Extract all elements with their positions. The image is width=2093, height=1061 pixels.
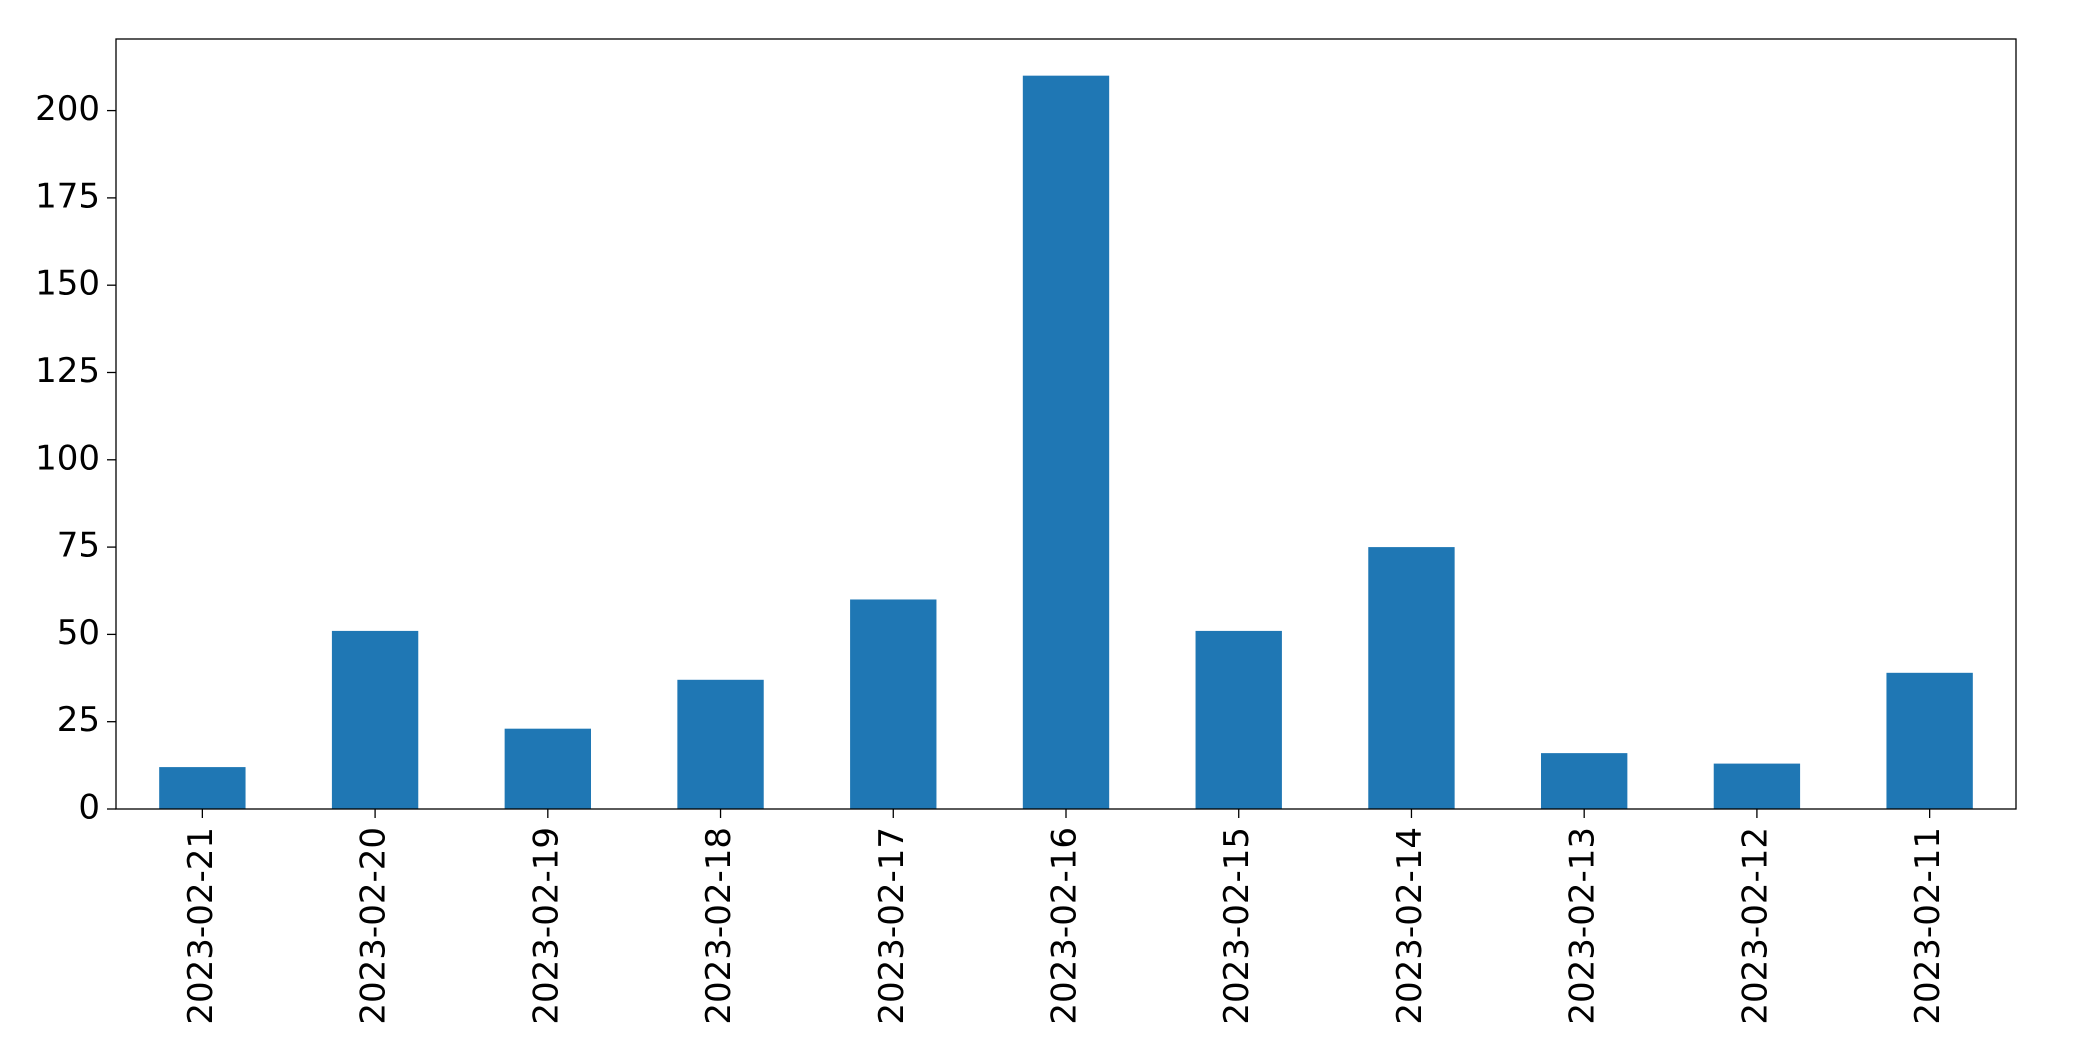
bar [1368,547,1455,809]
bar [1541,753,1628,809]
x-tick-label: 2023-02-19 [526,827,566,1025]
plot-frame [115,38,2017,810]
x-tick-label: 2023-02-16 [1045,827,1085,1025]
y-tick-label: 150 [35,264,100,304]
x-tick-label: 2023-02-12 [1735,827,1775,1025]
bar [1195,630,1282,809]
bar [1022,75,1110,809]
x-tick-label: 2023-02-18 [699,827,739,1025]
bar [677,679,764,809]
x-tick-label: 2023-02-15 [1217,827,1257,1025]
y-tick-label: 200 [35,89,100,129]
bar [159,767,246,809]
x-tick-label: 2023-02-11 [1908,827,1948,1025]
bar [850,599,937,809]
bar [504,728,591,809]
y-tick-label: 50 [57,613,100,653]
y-tick-label: 75 [57,526,100,566]
x-tick-label: 2023-02-17 [872,827,912,1025]
x-tick-label: 2023-02-21 [181,827,221,1025]
y-tick-label: 175 [35,176,100,216]
bar [1713,763,1801,809]
y-tick-label: 25 [57,700,100,740]
y-tick-label: 125 [35,351,100,391]
x-tick-label: 2023-02-14 [1390,827,1430,1025]
x-tick-label: 2023-02-13 [1563,827,1603,1025]
x-tick-label: 2023-02-20 [354,827,394,1025]
y-tick-label: 100 [35,438,100,478]
bar [1886,672,1973,809]
bar [331,630,419,809]
y-tick-label: 0 [78,788,100,828]
